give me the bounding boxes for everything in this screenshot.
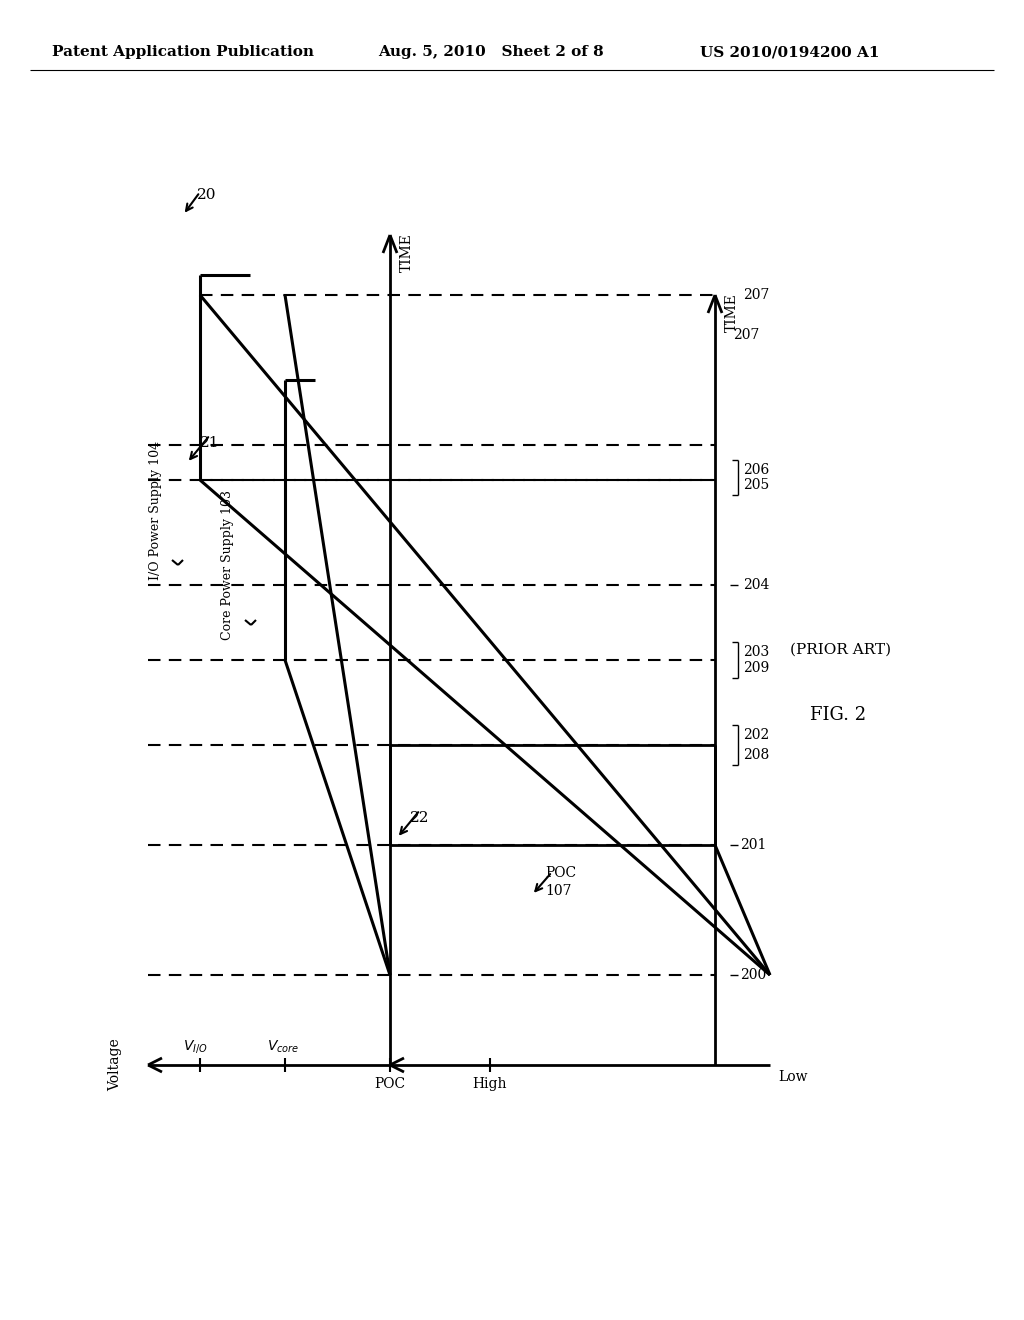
Text: 22: 22: [410, 810, 429, 825]
Text: TIME: TIME: [725, 293, 739, 331]
Text: US 2010/0194200 A1: US 2010/0194200 A1: [700, 45, 880, 59]
Text: POC: POC: [545, 866, 577, 880]
Text: 209: 209: [743, 661, 769, 675]
Text: Voltage: Voltage: [108, 1039, 122, 1092]
Text: High: High: [473, 1077, 507, 1092]
Text: POC: POC: [375, 1077, 406, 1092]
Text: 20: 20: [197, 187, 216, 202]
Text: 204: 204: [743, 578, 769, 591]
Text: Low: Low: [778, 1071, 808, 1084]
Text: $V_{core}$: $V_{core}$: [267, 1039, 299, 1055]
Text: 206: 206: [743, 463, 769, 477]
Text: TIME: TIME: [400, 234, 414, 272]
Text: I/O Power Supply 104: I/O Power Supply 104: [148, 441, 162, 579]
Text: Patent Application Publication: Patent Application Publication: [52, 45, 314, 59]
Text: 208: 208: [743, 748, 769, 762]
Text: 21: 21: [200, 436, 219, 450]
Text: 200: 200: [740, 968, 766, 982]
Text: FIG. 2: FIG. 2: [810, 706, 866, 723]
Text: 107: 107: [545, 884, 571, 898]
Text: (PRIOR ART): (PRIOR ART): [790, 643, 891, 657]
Text: 202: 202: [743, 729, 769, 742]
Text: $V_{I/O}$: $V_{I/O}$: [182, 1038, 208, 1055]
Text: 207: 207: [733, 327, 760, 342]
Text: Aug. 5, 2010   Sheet 2 of 8: Aug. 5, 2010 Sheet 2 of 8: [378, 45, 604, 59]
Text: 205: 205: [743, 478, 769, 492]
Text: 207: 207: [743, 288, 769, 302]
Text: 203: 203: [743, 645, 769, 659]
Text: 201: 201: [740, 838, 766, 851]
Text: Core Power Supply 103: Core Power Supply 103: [221, 490, 234, 640]
